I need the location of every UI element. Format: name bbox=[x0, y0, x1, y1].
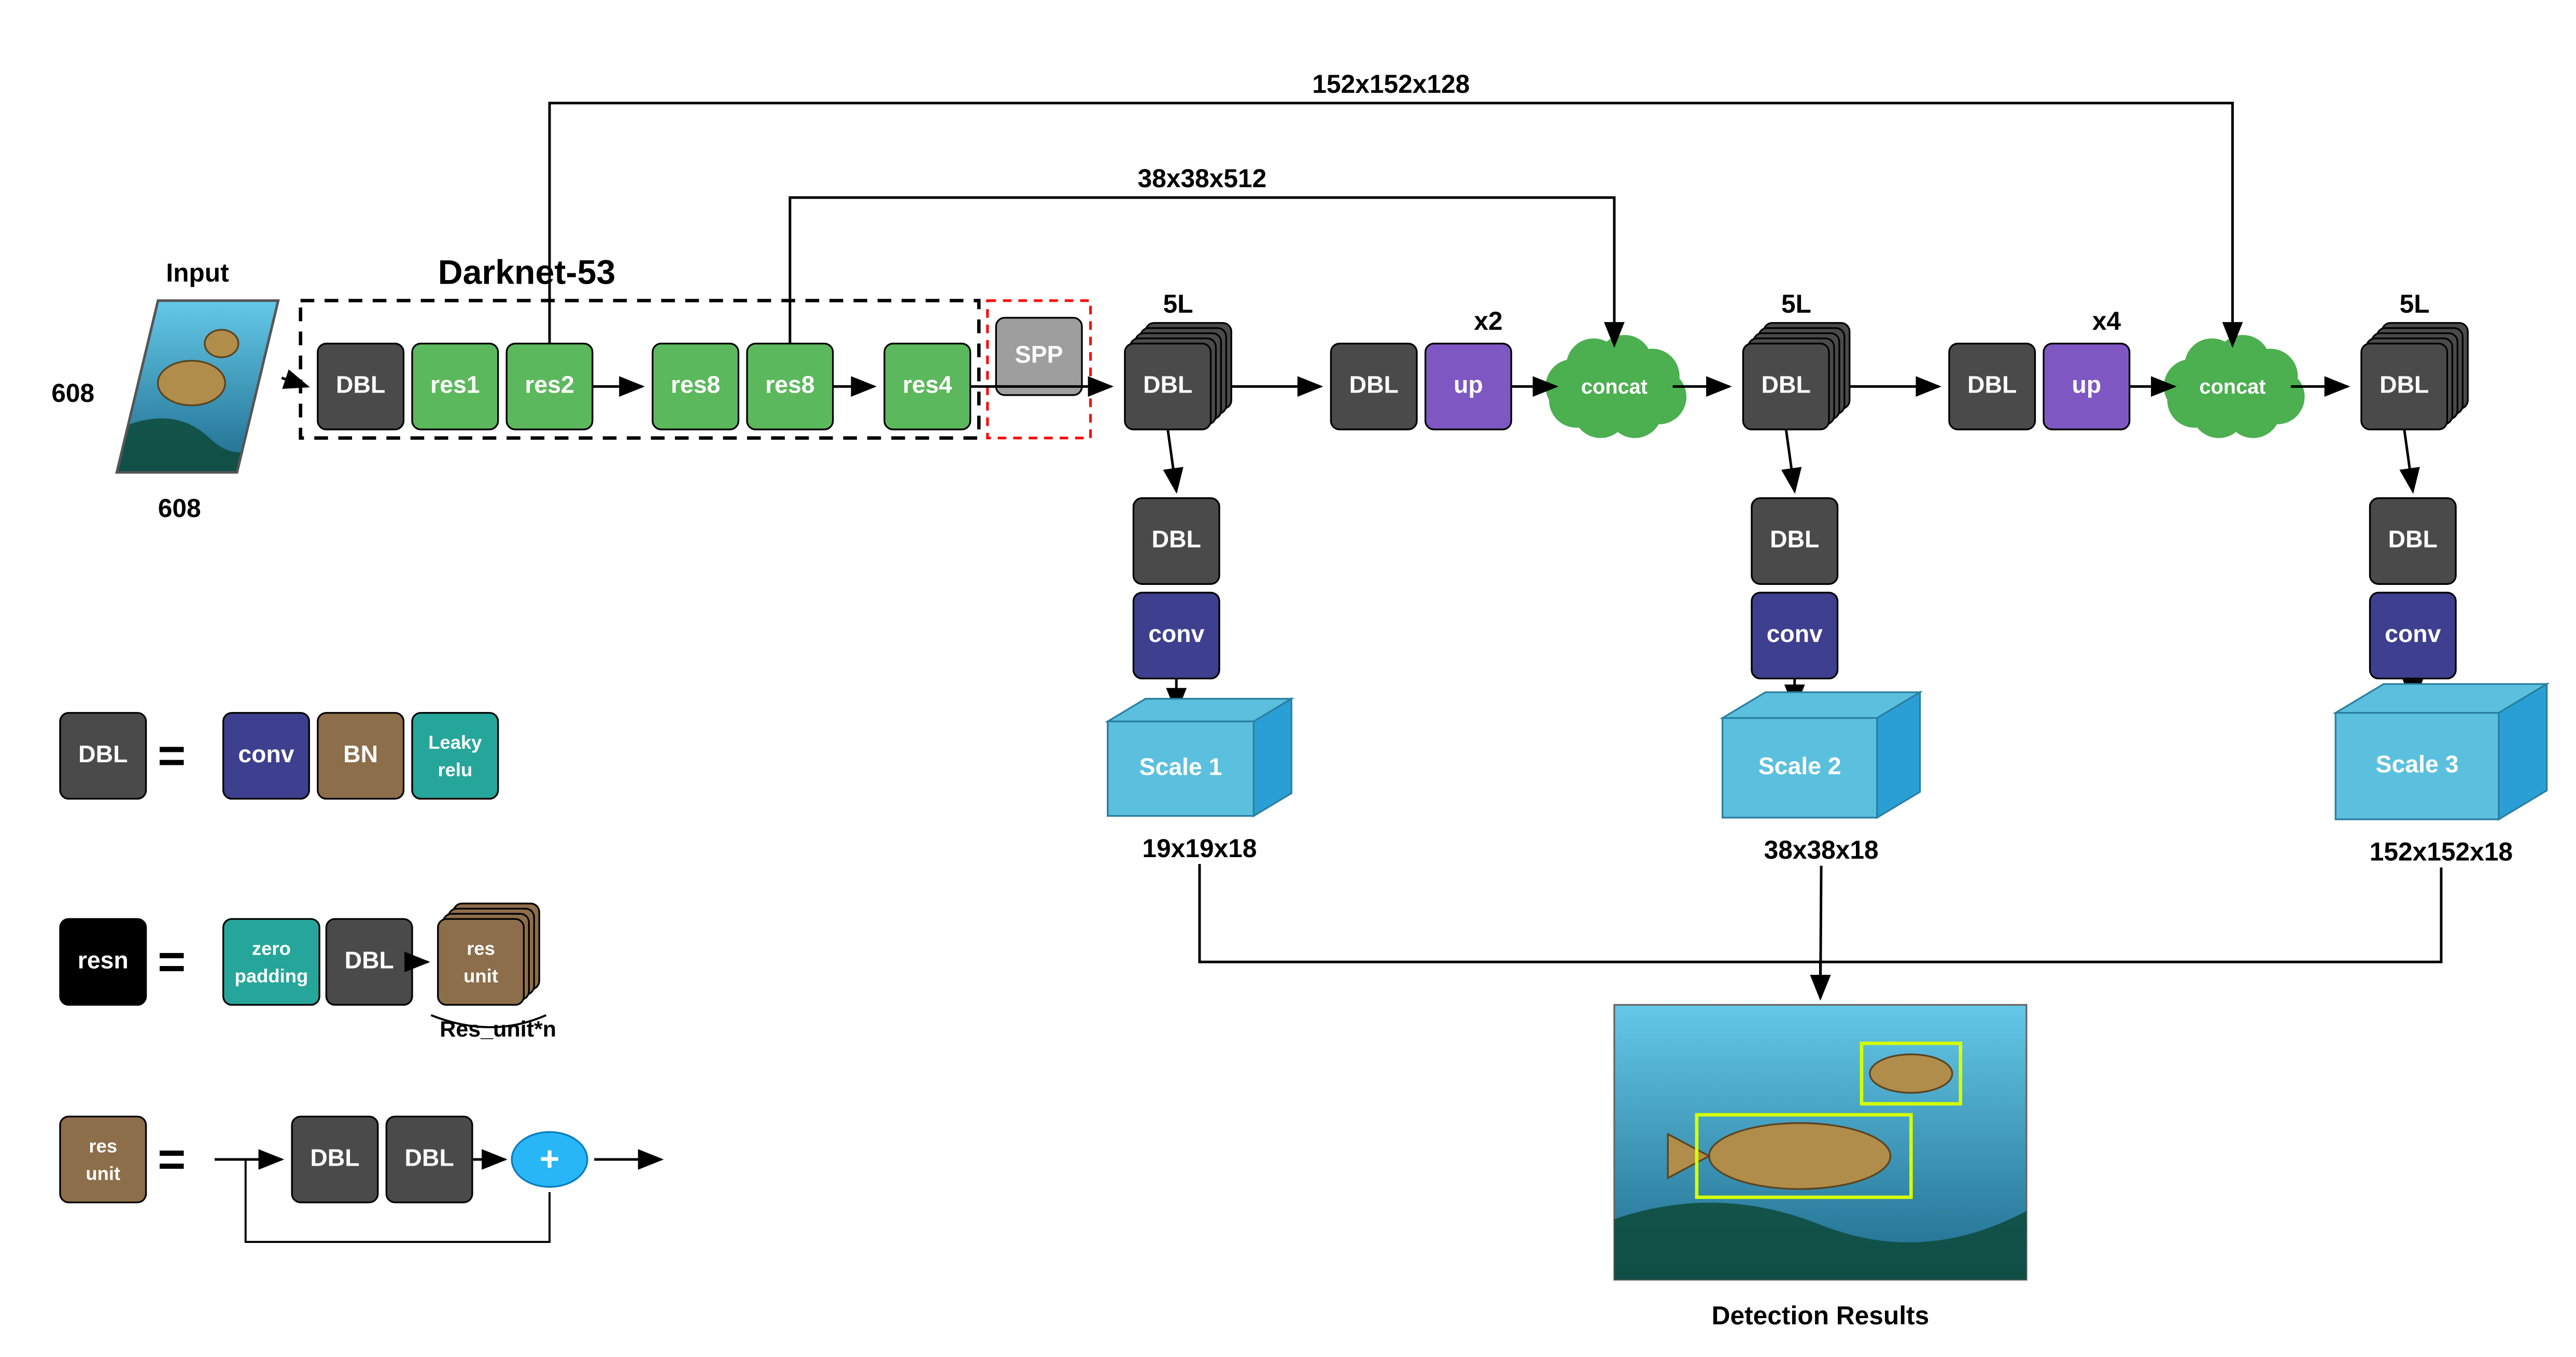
res8-block: res8 bbox=[653, 344, 739, 430]
svg-text:concat: concat bbox=[2199, 375, 2265, 398]
svg-text:up: up bbox=[1454, 371, 1483, 398]
scale-cube: Scale 3 bbox=[2335, 684, 2546, 819]
dbl-block: DBL bbox=[1133, 498, 1219, 584]
resunit-caption: Res_unit*n bbox=[440, 1017, 556, 1042]
svg-text:DBL: DBL bbox=[2380, 371, 2429, 398]
legend-dbl4: DBL bbox=[386, 1116, 472, 1202]
res2-block: res2 bbox=[506, 344, 593, 430]
svg-text:Scale 3: Scale 3 bbox=[2376, 751, 2459, 778]
scale-cube: Scale 2 bbox=[1723, 692, 1920, 818]
svg-text:unit: unit bbox=[463, 966, 498, 987]
svg-text:DBL: DBL bbox=[1967, 371, 2017, 398]
svg-text:DBL: DBL bbox=[345, 946, 394, 973]
dbl-block: DBL bbox=[1331, 344, 1417, 430]
svg-text:res8: res8 bbox=[671, 371, 720, 398]
svg-text:padding: padding bbox=[235, 966, 308, 987]
legend-conv: conv bbox=[223, 713, 309, 799]
res4-block: res4 bbox=[884, 344, 970, 430]
equals-icon: = bbox=[158, 729, 186, 782]
svg-text:38x38x18: 38x38x18 bbox=[1764, 835, 1879, 864]
svg-text:DBL: DBL bbox=[1349, 371, 1398, 398]
legend-resn: resn bbox=[60, 919, 146, 1005]
svg-text:DBL: DBL bbox=[1770, 526, 1819, 553]
skip1-label: 152x152x128 bbox=[1312, 69, 1470, 99]
equals-icon: = bbox=[158, 934, 186, 988]
dbl-block: DBL bbox=[318, 344, 404, 430]
svg-text:19x19x18: 19x19x18 bbox=[1142, 834, 1257, 863]
svg-text:res: res bbox=[467, 938, 495, 959]
svg-text:res8: res8 bbox=[765, 371, 814, 398]
svg-text:Scale 2: Scale 2 bbox=[1758, 752, 1841, 779]
svg-text:DBL: DBL bbox=[78, 740, 128, 767]
dbl-block: DBL bbox=[1949, 344, 2035, 430]
legend-dbl: DBL bbox=[60, 713, 146, 799]
svg-text:Scale 1: Scale 1 bbox=[1139, 753, 1222, 780]
legend-bn: BN bbox=[318, 713, 404, 799]
up-block: up bbox=[1426, 344, 1512, 430]
svg-text:conv: conv bbox=[238, 740, 294, 767]
darknet-title: Darknet-53 bbox=[438, 254, 615, 292]
svg-text:unit: unit bbox=[86, 1163, 120, 1184]
conv-block: conv bbox=[1133, 593, 1219, 679]
svg-text:Input: Input bbox=[166, 258, 229, 287]
conv-block: conv bbox=[2370, 593, 2456, 679]
conv-block: conv bbox=[1752, 593, 1838, 679]
scale-cube: Scale 1 bbox=[1108, 699, 1291, 816]
svg-text:x4: x4 bbox=[2092, 306, 2121, 335]
svg-text:zero: zero bbox=[252, 938, 291, 959]
svg-text:DBL: DBL bbox=[336, 371, 385, 398]
svg-text:res2: res2 bbox=[525, 371, 574, 398]
svg-text:5L: 5L bbox=[1781, 289, 1811, 318]
legend-dbl3: DBL bbox=[292, 1116, 378, 1202]
svg-text:SPP: SPP bbox=[1015, 341, 1063, 368]
legend-resunit: res unit bbox=[60, 1116, 146, 1202]
equals-icon: = bbox=[158, 1132, 186, 1186]
svg-text:5L: 5L bbox=[2400, 289, 2430, 318]
svg-text:5L: 5L bbox=[1163, 289, 1193, 318]
dbl-block: DBL bbox=[2370, 498, 2456, 584]
svg-text:DBL: DBL bbox=[310, 1144, 359, 1171]
svg-text:608: 608 bbox=[51, 379, 94, 408]
svg-text:res4: res4 bbox=[903, 371, 952, 398]
svg-text:conv: conv bbox=[1767, 620, 1823, 647]
up-block: up bbox=[2044, 344, 2130, 430]
res1-block: res1 bbox=[412, 344, 498, 430]
res8-block: res8 bbox=[747, 344, 833, 430]
svg-text:res: res bbox=[89, 1135, 117, 1156]
svg-text:conv: conv bbox=[1148, 620, 1204, 647]
svg-text:res1: res1 bbox=[430, 371, 480, 398]
svg-text:conv: conv bbox=[2385, 620, 2441, 647]
svg-text:concat: concat bbox=[1581, 375, 1648, 398]
svg-text:BN: BN bbox=[343, 740, 378, 767]
underwater-image bbox=[1614, 1005, 2026, 1280]
svg-text:608: 608 bbox=[158, 494, 201, 523]
legend-leaky: Leaky relu bbox=[412, 713, 498, 799]
svg-text:152x152x18: 152x152x18 bbox=[2370, 837, 2513, 866]
spp-block: SPP bbox=[996, 318, 1082, 395]
legend-zeropad: zero padding bbox=[223, 919, 320, 1005]
svg-text:DBL: DBL bbox=[405, 1144, 454, 1171]
svg-text:x2: x2 bbox=[1474, 306, 1502, 335]
svg-text:relu: relu bbox=[438, 759, 472, 780]
svg-text:resn: resn bbox=[78, 946, 129, 973]
svg-text:DBL: DBL bbox=[1152, 526, 1201, 553]
svg-text:+: + bbox=[540, 1140, 560, 1178]
svg-text:DBL: DBL bbox=[2388, 526, 2438, 553]
svg-text:Leaky: Leaky bbox=[428, 732, 482, 753]
legend-dbl2: DBL bbox=[326, 919, 412, 1005]
svg-text:DBL: DBL bbox=[1143, 371, 1192, 398]
skip2-label: 38x38x512 bbox=[1138, 164, 1267, 193]
dbl-block: DBL bbox=[1752, 498, 1838, 584]
svg-text:up: up bbox=[2072, 371, 2102, 398]
detection-results-label: Detection Results bbox=[1712, 1301, 1930, 1330]
svg-text:DBL: DBL bbox=[1762, 371, 1811, 398]
